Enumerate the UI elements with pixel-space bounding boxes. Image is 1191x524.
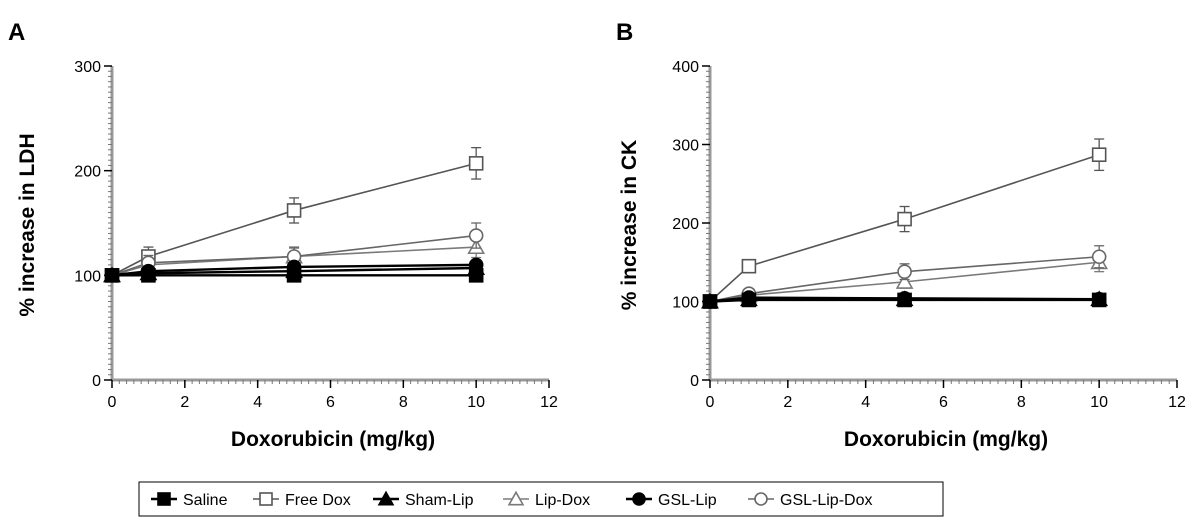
legend-label-sham-lip: Sham-Lip bbox=[405, 492, 474, 509]
panel-letter-b: B bbox=[616, 19, 633, 46]
panel-b-y-tick-label: 300 bbox=[672, 138, 699, 155]
panel-b-series-saline bbox=[702, 292, 1107, 309]
panel-b-x-tick-label: 2 bbox=[783, 394, 792, 411]
legend-item-sham-lip: Sham-Lip bbox=[373, 490, 474, 509]
panel-b-x-tick-label: 10 bbox=[1090, 394, 1108, 411]
legend-item-saline: Saline bbox=[151, 492, 228, 509]
panel-a-x-tick-label: 0 bbox=[108, 394, 117, 411]
panel-a-series-saline bbox=[104, 268, 484, 283]
legend-item-lip-dox: Lip-Dox bbox=[503, 490, 590, 509]
panel-a-line-gsl-lip-dox bbox=[111, 234, 477, 277]
panel-letter-a: A bbox=[8, 19, 25, 46]
panel-b-chart: B % increase in CK Doxorubicin (mg/kg) 0… bbox=[616, 19, 1186, 451]
panel-b-point-free-dox bbox=[1091, 147, 1107, 163]
panel-b-x-tick-label: 0 bbox=[706, 394, 715, 411]
panel-a-x-tick-label: 10 bbox=[467, 394, 485, 411]
panel-b-x-tick-label: 4 bbox=[861, 394, 870, 411]
legend-item-gsl-lip-dox: GSL-Lip-Dox bbox=[748, 492, 872, 509]
panel-b-y-tick-label: 200 bbox=[672, 216, 699, 233]
panel-a-point-saline bbox=[104, 268, 120, 283]
panel-a-plot-area bbox=[103, 146, 486, 283]
panel-a-line-lip-dox bbox=[111, 246, 477, 277]
panel-b-line-free-dox bbox=[709, 153, 1100, 303]
panel-a-x-tick-label: 8 bbox=[399, 394, 408, 411]
panel-a-x-tick-label: 12 bbox=[540, 394, 558, 411]
panel-a-line-free-dox bbox=[111, 162, 477, 277]
panel-b-point-free-dox bbox=[741, 258, 757, 274]
panel-a-ylabel: % increase in LDH bbox=[16, 133, 39, 316]
panel-a-x-tick-label: 2 bbox=[180, 394, 189, 411]
legend-marker-lip-dox bbox=[507, 490, 525, 506]
panel-a-point-free-dox bbox=[286, 203, 302, 218]
panel-b-point-gsl-lip-dox bbox=[1091, 249, 1107, 265]
panel-a-point-saline bbox=[141, 268, 156, 283]
panel-b-x-tick-label: 6 bbox=[939, 394, 948, 411]
panel-b-point-saline bbox=[1091, 292, 1107, 308]
panel-b-plot-area bbox=[701, 138, 1109, 309]
panel-a-chart: A % increase in LDH Doxorubicin (mg/kg) … bbox=[8, 19, 558, 451]
panel-b-point-lip-dox bbox=[895, 273, 914, 289]
panel-a-y-tick-label: 300 bbox=[74, 59, 101, 76]
legend-marker-gsl-lip bbox=[632, 492, 646, 506]
legend-marker-gsl-lip-dox bbox=[754, 492, 768, 506]
panel-b-line-gsl-lip-dox bbox=[709, 255, 1100, 303]
legend-label-gsl-lip-dox: GSL-Lip-Dox bbox=[780, 492, 872, 509]
panel-a-xlabel: Doxorubicin (mg/kg) bbox=[231, 428, 435, 451]
panel-a-point-free-dox bbox=[468, 156, 484, 171]
panel-a-axes: 0 100 200 300 0 2 4 6 8 10 12 bbox=[74, 59, 558, 411]
legend-item-gsl-lip: GSL-Lip bbox=[626, 492, 717, 509]
panel-b-axes: 0 100 200 300 400 0 2 4 6 8 10 12 bbox=[672, 59, 1186, 411]
legend-marker-sham-lip bbox=[377, 490, 395, 506]
legend-marker-free-dox bbox=[259, 492, 273, 506]
panel-b-line-saline bbox=[709, 298, 1100, 303]
panel-b-ylabel: % increase in CK bbox=[618, 140, 641, 310]
legend-label-free-dox: Free Dox bbox=[285, 492, 351, 509]
panel-b-y-tick-label: 400 bbox=[672, 59, 699, 76]
panel-b-xlabel: Doxorubicin (mg/kg) bbox=[844, 428, 1048, 451]
legend-label-saline: Saline bbox=[183, 492, 228, 509]
panel-a-point-saline bbox=[286, 268, 302, 283]
panel-a-y-tick-label: 200 bbox=[74, 164, 101, 181]
panel-b-x-tick-label: 12 bbox=[1168, 394, 1186, 411]
legend-label-lip-dox: Lip-Dox bbox=[535, 492, 590, 509]
panel-b-point-saline bbox=[897, 292, 912, 308]
panel-b-point-saline bbox=[702, 294, 718, 309]
panel-b-y-tick-label: 0 bbox=[690, 373, 699, 390]
legend-items: Saline Free Dox Sham-Lip Lip-Dox GSL-Lip GSL-… bbox=[151, 490, 872, 509]
panel-a-point-gsl-lip-dox bbox=[468, 228, 484, 243]
panel-a-y-tick-label: 0 bbox=[92, 373, 101, 390]
panel-b-point-free-dox bbox=[897, 211, 912, 227]
panel-a-x-tick-label: 6 bbox=[326, 394, 335, 411]
panel-b-point-gsl-lip-dox bbox=[897, 264, 912, 279]
legend-marker-saline bbox=[157, 492, 171, 506]
legend-label-gsl-lip: GSL-Lip bbox=[658, 492, 717, 509]
panel-b-y-tick-label: 100 bbox=[672, 295, 699, 312]
panel-a-point-saline bbox=[468, 268, 484, 283]
legend-item-free-dox: Free Dox bbox=[253, 492, 351, 509]
panel-b-point-saline bbox=[741, 292, 757, 308]
panel-a-y-tick-label: 100 bbox=[74, 268, 101, 285]
panel-b-x-tick-label: 8 bbox=[1017, 394, 1026, 411]
legend: Saline Free Dox Sham-Lip Lip-Dox GSL-Lip GSL-… bbox=[138, 481, 944, 517]
panel-a-x-tick-label: 4 bbox=[253, 394, 262, 411]
